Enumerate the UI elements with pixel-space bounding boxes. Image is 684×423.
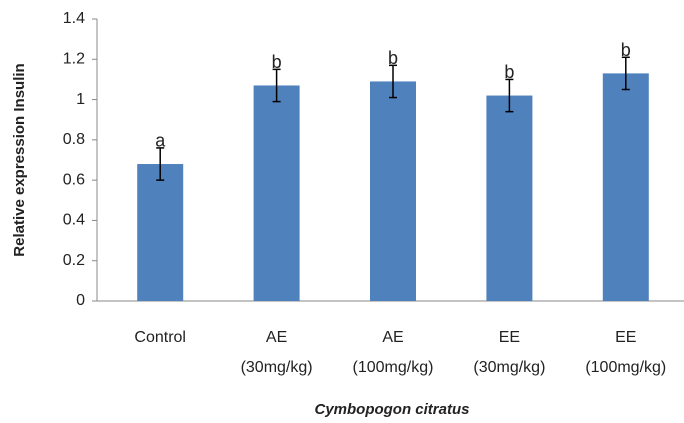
y-tick-label: 1.2 [63,51,85,68]
x-tick-label: EE [615,329,636,346]
x-tick-label: AE [382,329,403,346]
x-tick-label: (100mg/kg) [585,359,666,376]
y-tick-label: 0.2 [63,252,85,269]
x-tick-label: AE [266,329,287,346]
annotation: b [621,40,631,60]
annotation: b [272,52,282,72]
x-axis-title: Cymbopogon citratus [314,401,469,418]
y-tick-label: 0.8 [63,131,85,148]
annotation: b [504,62,514,82]
annotation: b [388,48,398,68]
x-tick-label: Control [134,329,186,346]
bar [137,164,184,301]
bar [253,85,300,301]
x-tick-label: (100mg/kg) [353,359,434,376]
annotation: a [155,131,166,151]
bar [486,95,533,302]
bar [602,73,649,301]
y-tick-label: 0 [76,292,85,309]
y-tick-label: 0.4 [63,212,85,229]
x-tick-label: EE [499,329,520,346]
y-tick-label: 0.6 [63,171,85,188]
x-tick-label: (30mg/kg) [473,359,545,376]
bar [370,81,416,301]
y-axis-title: Relative expression Insulin [11,63,28,256]
y-tick-label: 1.4 [63,10,85,27]
x-tick-label: (30mg/kg) [241,359,313,376]
y-tick-label: 1 [76,91,85,108]
